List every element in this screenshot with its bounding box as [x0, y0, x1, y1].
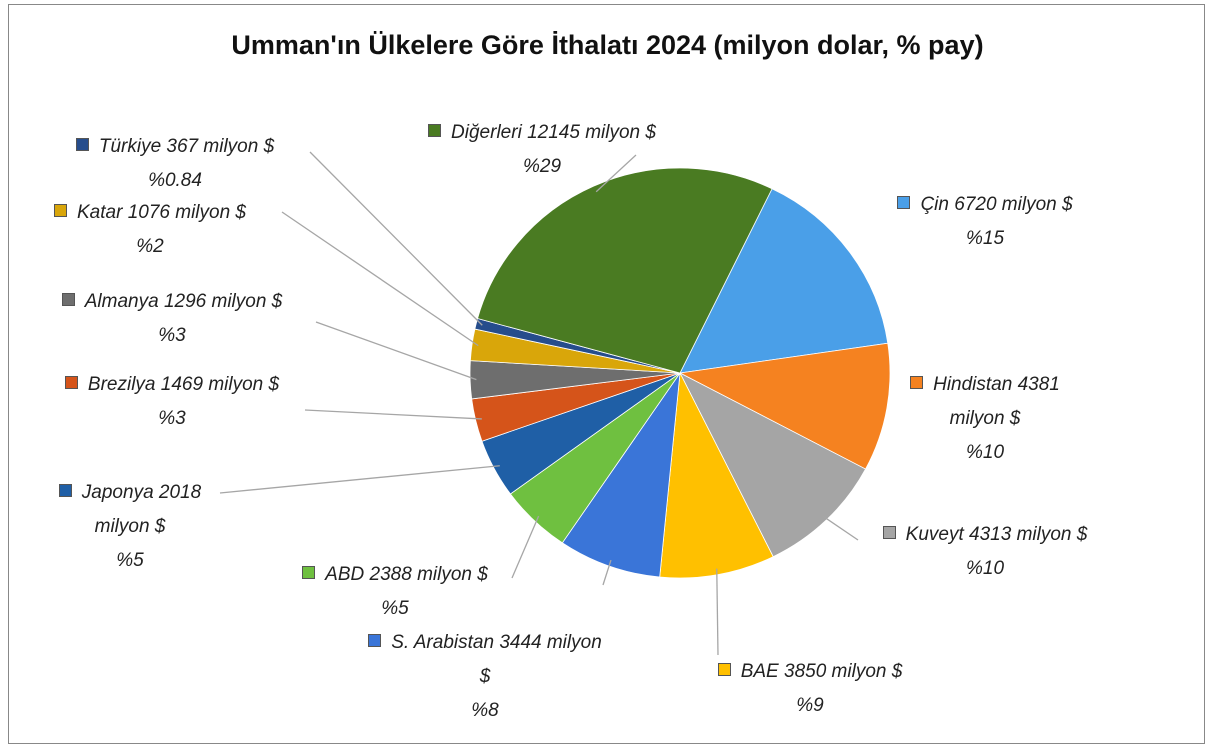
label-value: 3850 milyon $ — [784, 661, 903, 682]
data-label: ABD 2388 milyon $ %5 — [265, 558, 525, 626]
label-category: Brezilya — [87, 374, 156, 395]
label-percent: %3 — [158, 408, 186, 429]
label-percent: %5 — [116, 550, 144, 571]
legend-marker — [75, 138, 89, 151]
label-value: 4381 milyon $ — [949, 374, 1060, 429]
data-label: Türkiye 367 milyon $ %0.84 — [15, 130, 335, 198]
legend-marker — [302, 566, 316, 579]
data-label: Almanya 1296 milyon $ %3 — [22, 285, 322, 353]
label-category: Çin — [920, 194, 949, 215]
legend-marker — [368, 634, 382, 647]
legend-marker — [61, 293, 75, 306]
legend-marker — [58, 484, 72, 497]
leader-line — [821, 515, 859, 541]
label-percent: %8 — [471, 700, 499, 721]
data-label: Kuveyt 4313 milyon $ %10 — [860, 518, 1110, 586]
data-label: S. Arabistan 3444 milyon $ %8 — [365, 626, 605, 728]
label-value: 4313 milyon $ — [969, 524, 1088, 545]
legend-marker — [882, 526, 896, 539]
data-label: Hindistan 4381 milyon $ %10 — [890, 368, 1080, 470]
data-label: Japonya 2018 milyon $ %5 — [30, 476, 230, 578]
pie-slice — [477, 167, 773, 374]
label-category: Japonya — [81, 482, 154, 503]
legend-marker — [717, 663, 731, 676]
chart-title: Umman'ın Ülkelere Göre İthalatı 2024 (mi… — [231, 30, 984, 60]
pie-slice — [679, 188, 889, 374]
data-label: Brezilya 1469 milyon $ %3 — [22, 368, 322, 436]
pie-slice — [679, 372, 867, 558]
label-category: S. Arabistan — [391, 632, 495, 653]
leader-line — [219, 465, 500, 494]
leader-line — [304, 409, 482, 420]
label-percent: %5 — [381, 598, 409, 619]
legend-marker — [428, 124, 442, 137]
label-category: Hindistan — [933, 374, 1013, 395]
pie-slice — [659, 371, 774, 579]
label-value: 6720 milyon $ — [954, 194, 1073, 215]
data-label: Çin 6720 milyon $ %15 — [855, 188, 1115, 256]
legend-marker — [54, 204, 67, 217]
label-value: 1076 milyon $ — [127, 202, 246, 223]
label-percent: %10 — [965, 442, 1005, 463]
leader-line — [511, 515, 540, 579]
label-percent: %3 — [158, 325, 186, 346]
leader-line — [602, 559, 612, 586]
pie-slice — [678, 342, 891, 470]
label-percent: %10 — [965, 558, 1005, 579]
leader-line — [315, 321, 477, 381]
label-value: 2018 milyon $ — [94, 482, 202, 537]
label-category: Kuveyt — [905, 524, 964, 545]
data-label: Katar 1076 milyon $ %2 — [0, 196, 300, 264]
leader-line — [716, 568, 719, 656]
leader-line — [309, 151, 483, 326]
data-label: BAE 3850 milyon $ %9 — [680, 655, 940, 723]
label-percent: %0.84 — [148, 170, 202, 191]
label-value: 1296 milyon $ — [163, 291, 283, 312]
legend-marker — [897, 196, 911, 209]
leader-line — [281, 211, 479, 347]
label-value: 2388 milyon $ — [369, 564, 488, 585]
label-percent: %29 — [522, 156, 562, 177]
label-percent: %15 — [965, 228, 1005, 249]
label-category: BAE — [740, 661, 779, 682]
label-category: Türkiye — [98, 136, 162, 157]
label-category: ABD — [325, 564, 365, 585]
legend-marker — [910, 376, 924, 389]
label-category: Katar — [77, 202, 123, 223]
label-category: Almanya — [84, 291, 159, 312]
label-value: 3444 milyon $ — [479, 632, 602, 687]
data-label: Diğerleri 12145 milyon $ %29 — [392, 116, 692, 184]
label-value: 12145 milyon $ — [527, 122, 656, 143]
label-value: 367 milyon $ — [166, 136, 275, 157]
label-value: 1469 milyon $ — [160, 374, 280, 395]
leader-line — [595, 154, 637, 193]
legend-marker — [64, 376, 78, 389]
label-percent: %2 — [136, 236, 164, 257]
label-percent: %9 — [796, 695, 824, 716]
label-category: Diğerleri — [451, 122, 522, 143]
